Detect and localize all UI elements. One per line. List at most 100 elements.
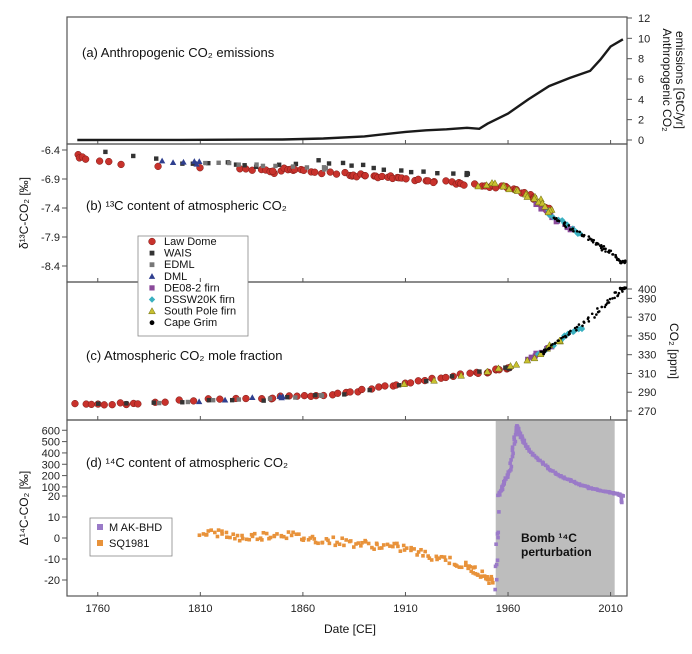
marker-sq1981 (252, 531, 257, 536)
marker-m-ak-bhd (503, 476, 508, 480)
legend-marker-south-pole-firn (148, 307, 156, 315)
marker-m-ak-bhd (554, 472, 558, 476)
marker-m-ak-bhd (513, 439, 518, 444)
marker-south-pole-firn (513, 186, 522, 194)
marker-sq1981 (437, 556, 441, 560)
marker-sq1981 (335, 540, 339, 545)
marker-dml (191, 158, 198, 164)
marker-wais (421, 169, 426, 174)
marker-edml (260, 163, 266, 169)
legend-bc-box (137, 235, 249, 337)
marker-wais (233, 162, 239, 167)
marker-m-ak-bhd (509, 467, 513, 472)
marker-wais (293, 161, 299, 167)
marker-sq1981 (409, 545, 413, 550)
marker-sq1981 (381, 543, 386, 547)
marker-sq1981 (286, 530, 291, 534)
marker-south-pole-firn (400, 380, 408, 387)
marker-sq1981 (419, 547, 423, 552)
marker-sq1981 (480, 574, 484, 578)
marker-sq1981 (231, 532, 236, 537)
marker-cape-grim (616, 294, 620, 297)
marker-sq1981 (250, 534, 255, 539)
marker-law-dome (318, 169, 326, 178)
marker-law-dome (242, 394, 250, 403)
marker-sq1981 (275, 532, 279, 536)
legend-d: M AK-BHD SQ1981 (89, 517, 173, 557)
marker-m-ak-bhd (538, 458, 542, 463)
marker-edml (304, 165, 310, 170)
marker-wais (477, 369, 482, 374)
marker-sq1981 (401, 543, 406, 548)
marker-law-dome (311, 168, 319, 176)
marker-sq1981 (464, 560, 468, 565)
marker-cape-grim (564, 334, 567, 338)
marker-sq1981 (463, 563, 468, 567)
marker-m-ak-bhd (530, 453, 535, 457)
marker-cape-grim (547, 346, 551, 350)
marker-law-dome (269, 167, 277, 175)
panel-d-ytick-label: -10 (44, 554, 60, 566)
marker-sq1981 (429, 558, 434, 562)
panel-a-title: (a) Anthropogenic CO₂ emissions (82, 45, 275, 60)
marker-cape-grim (602, 245, 606, 248)
legend-label-wais: WAIS (164, 248, 192, 260)
marker-sq1981 (388, 544, 392, 548)
marker-south-pole-firn (523, 192, 532, 200)
marker-law-dome (414, 175, 422, 183)
marker-wais (316, 158, 321, 163)
marker-edml (185, 399, 191, 405)
legend-label-sq1981: SQ1981 (109, 538, 149, 550)
marker-cape-grim (556, 339, 560, 343)
marker-law-dome (442, 177, 450, 185)
legend-label-dml: DML (164, 271, 187, 283)
marker-law-dome (402, 175, 410, 183)
panel-d-ytick-label: 500 (42, 437, 60, 449)
panel-c-ytick-label: 330 (638, 350, 656, 362)
legend-label-m-ak-bhd: M AK-BHD (109, 522, 162, 534)
marker-cape-grim (572, 229, 575, 233)
marker-m-ak-bhd (495, 558, 500, 563)
marker-m-ak-bhd (598, 488, 603, 493)
panel-b-ytick-label: -6.4 (41, 145, 60, 157)
marker-south-pole-firn (482, 181, 491, 189)
marker-sq1981 (352, 545, 356, 549)
marker-law-dome (154, 162, 162, 171)
marker-cape-grim (587, 238, 590, 241)
marker-cape-grim (600, 305, 604, 309)
marker-sq1981 (480, 569, 485, 574)
panel-d-ylabel: Δ¹⁴C-CO₂ [‰] (17, 471, 31, 546)
marker-m-ak-bhd (543, 463, 548, 468)
marker-m-ak-bhd (512, 442, 517, 446)
marker-sq1981 (308, 536, 313, 540)
marker-sq1981 (264, 531, 269, 536)
marker-m-ak-bhd (513, 432, 518, 437)
marker-wais (435, 171, 440, 176)
marker-edml (226, 160, 232, 166)
x-tick-label: 1810 (188, 603, 212, 615)
marker-wais (396, 383, 402, 388)
marker-cape-grim (617, 291, 621, 295)
panel-d-ytick-label: 10 (48, 512, 60, 524)
marker-law-dome (105, 157, 113, 166)
panel-d-title: (d) ¹⁴C content of atmospheric CO₂ (86, 455, 288, 470)
marker-sq1981 (471, 565, 476, 570)
marker-south-pole-firn (491, 179, 499, 187)
marker-edml (322, 167, 327, 172)
marker-wais (95, 401, 101, 406)
marker-m-ak-bhd (510, 454, 515, 459)
marker-cape-grim (551, 343, 554, 346)
marker-cape-grim (571, 227, 575, 230)
marker-wais (242, 163, 247, 168)
panel-b-ytick-label: -8.4 (41, 261, 60, 273)
marker-sq1981 (215, 534, 220, 539)
marker-edml (216, 160, 221, 165)
marker-sq1981 (320, 540, 325, 545)
marker-sq1981 (220, 532, 224, 536)
panel-d-ytick-label: 100 (42, 482, 60, 494)
panel-a-ytick-label: 6 (638, 74, 644, 86)
marker-law-dome (406, 379, 415, 387)
legend-label-de08-2-firn: DE08-2 firn (164, 282, 220, 294)
marker-sq1981 (391, 544, 395, 549)
